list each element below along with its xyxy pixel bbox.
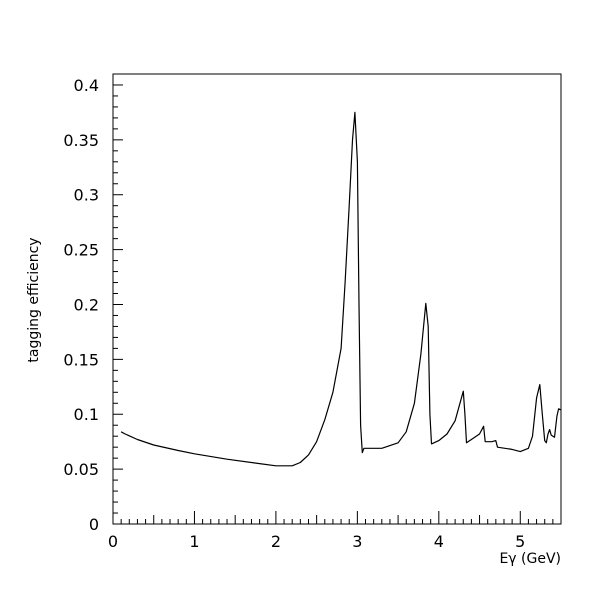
minor-ticks <box>113 73 562 524</box>
y-tick-label: 0 <box>89 515 99 534</box>
y-tick-label: 0.35 <box>63 131 99 150</box>
y-axis-ticks: 0 0.05 0.1 0.15 0.2 0.25 0.3 0.35 0.4 <box>63 76 123 534</box>
y-tick-label: 0.05 <box>63 460 99 479</box>
x-tick-label: 1 <box>189 532 199 551</box>
y-tick-label: 0.2 <box>74 295 99 314</box>
x-tick-label: 3 <box>352 532 362 551</box>
y-tick-label: 0.1 <box>74 405 99 424</box>
series-group <box>120 111 562 467</box>
series-line <box>120 111 562 467</box>
x-tick-label: 4 <box>434 532 444 551</box>
x-axis-label: Eγ (GeV) <box>499 551 561 567</box>
x-tick-label: 2 <box>271 532 281 551</box>
y-axis-label: tagging efficiency <box>26 237 42 362</box>
y-tick-label: 0.15 <box>63 350 99 369</box>
x-tick-label: 5 <box>515 532 525 551</box>
x-tick-label: 0 <box>108 532 118 551</box>
plot-frame <box>112 73 562 525</box>
x-axis-ticks: 0 1 2 3 4 5 <box>108 511 525 551</box>
y-tick-label: 0.3 <box>74 186 99 205</box>
y-tick-label: 0.25 <box>63 241 99 260</box>
y-tick-label: 0.4 <box>74 76 99 95</box>
